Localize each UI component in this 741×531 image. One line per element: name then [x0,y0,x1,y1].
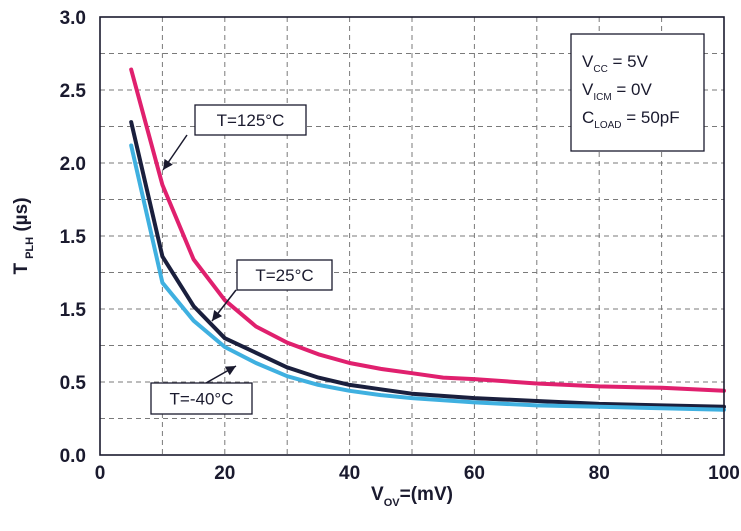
series-annotations: T=125°C T=25°C T=-40°C [150,104,333,415]
x-tick-label: 100 [708,463,740,484]
annotation-label: T=-40°C [170,390,234,409]
y-axis-title: TPLH (µs) [11,197,36,274]
y-tick-label: 2.0 [60,154,86,175]
y-tick-label: 1.5 [60,227,87,248]
x-tick-label: 20 [214,463,235,484]
x-tick-label: 0 [95,463,106,484]
arrowhead-icon [212,310,223,321]
series-annotation: T=-40°C [150,365,253,415]
annotation-box [194,104,307,136]
arrowhead-icon [224,366,236,376]
x-axis-title: VOV=(mV) [371,484,453,509]
series-annotation: T=25°C [211,259,333,322]
tick-labels: 0 20 40 60 80 100 0.0 0.5 1.5 1.5 2.0 2.5 3.0 [60,8,740,484]
conditions-box: VCC = 5V VICM = 0V CLOAD = 50pF [570,33,705,152]
condition-line: CLOAD = 50pF [582,108,680,131]
y-tick-label: 1.5 [60,300,87,321]
series-line [129,67,726,393]
y-tick-label: 3.0 [60,8,86,29]
x-tick-label: 60 [464,463,485,484]
x-tick-label: 80 [589,463,610,484]
condition-line: VCC = 5V [582,52,649,75]
plot-frame [99,16,725,456]
series-line [129,143,726,412]
series-annotation: T=125°C [162,104,307,171]
condition-line: VICM = 0V [582,80,653,103]
annotation-label: T=25°C [255,266,313,285]
y-tick-label: 2.5 [60,81,87,102]
series-line [129,120,726,409]
annotation-label: T=125°C [217,111,285,130]
x-tick-label: 40 [339,463,360,484]
annotation-box [150,382,253,415]
arrowhead-icon [163,158,173,170]
conditions-frame [570,33,705,152]
y-tick-label: 0.5 [60,373,87,394]
series-lines [129,67,726,412]
y-tick-label: 0.0 [60,446,86,467]
annotation-box [236,259,333,291]
